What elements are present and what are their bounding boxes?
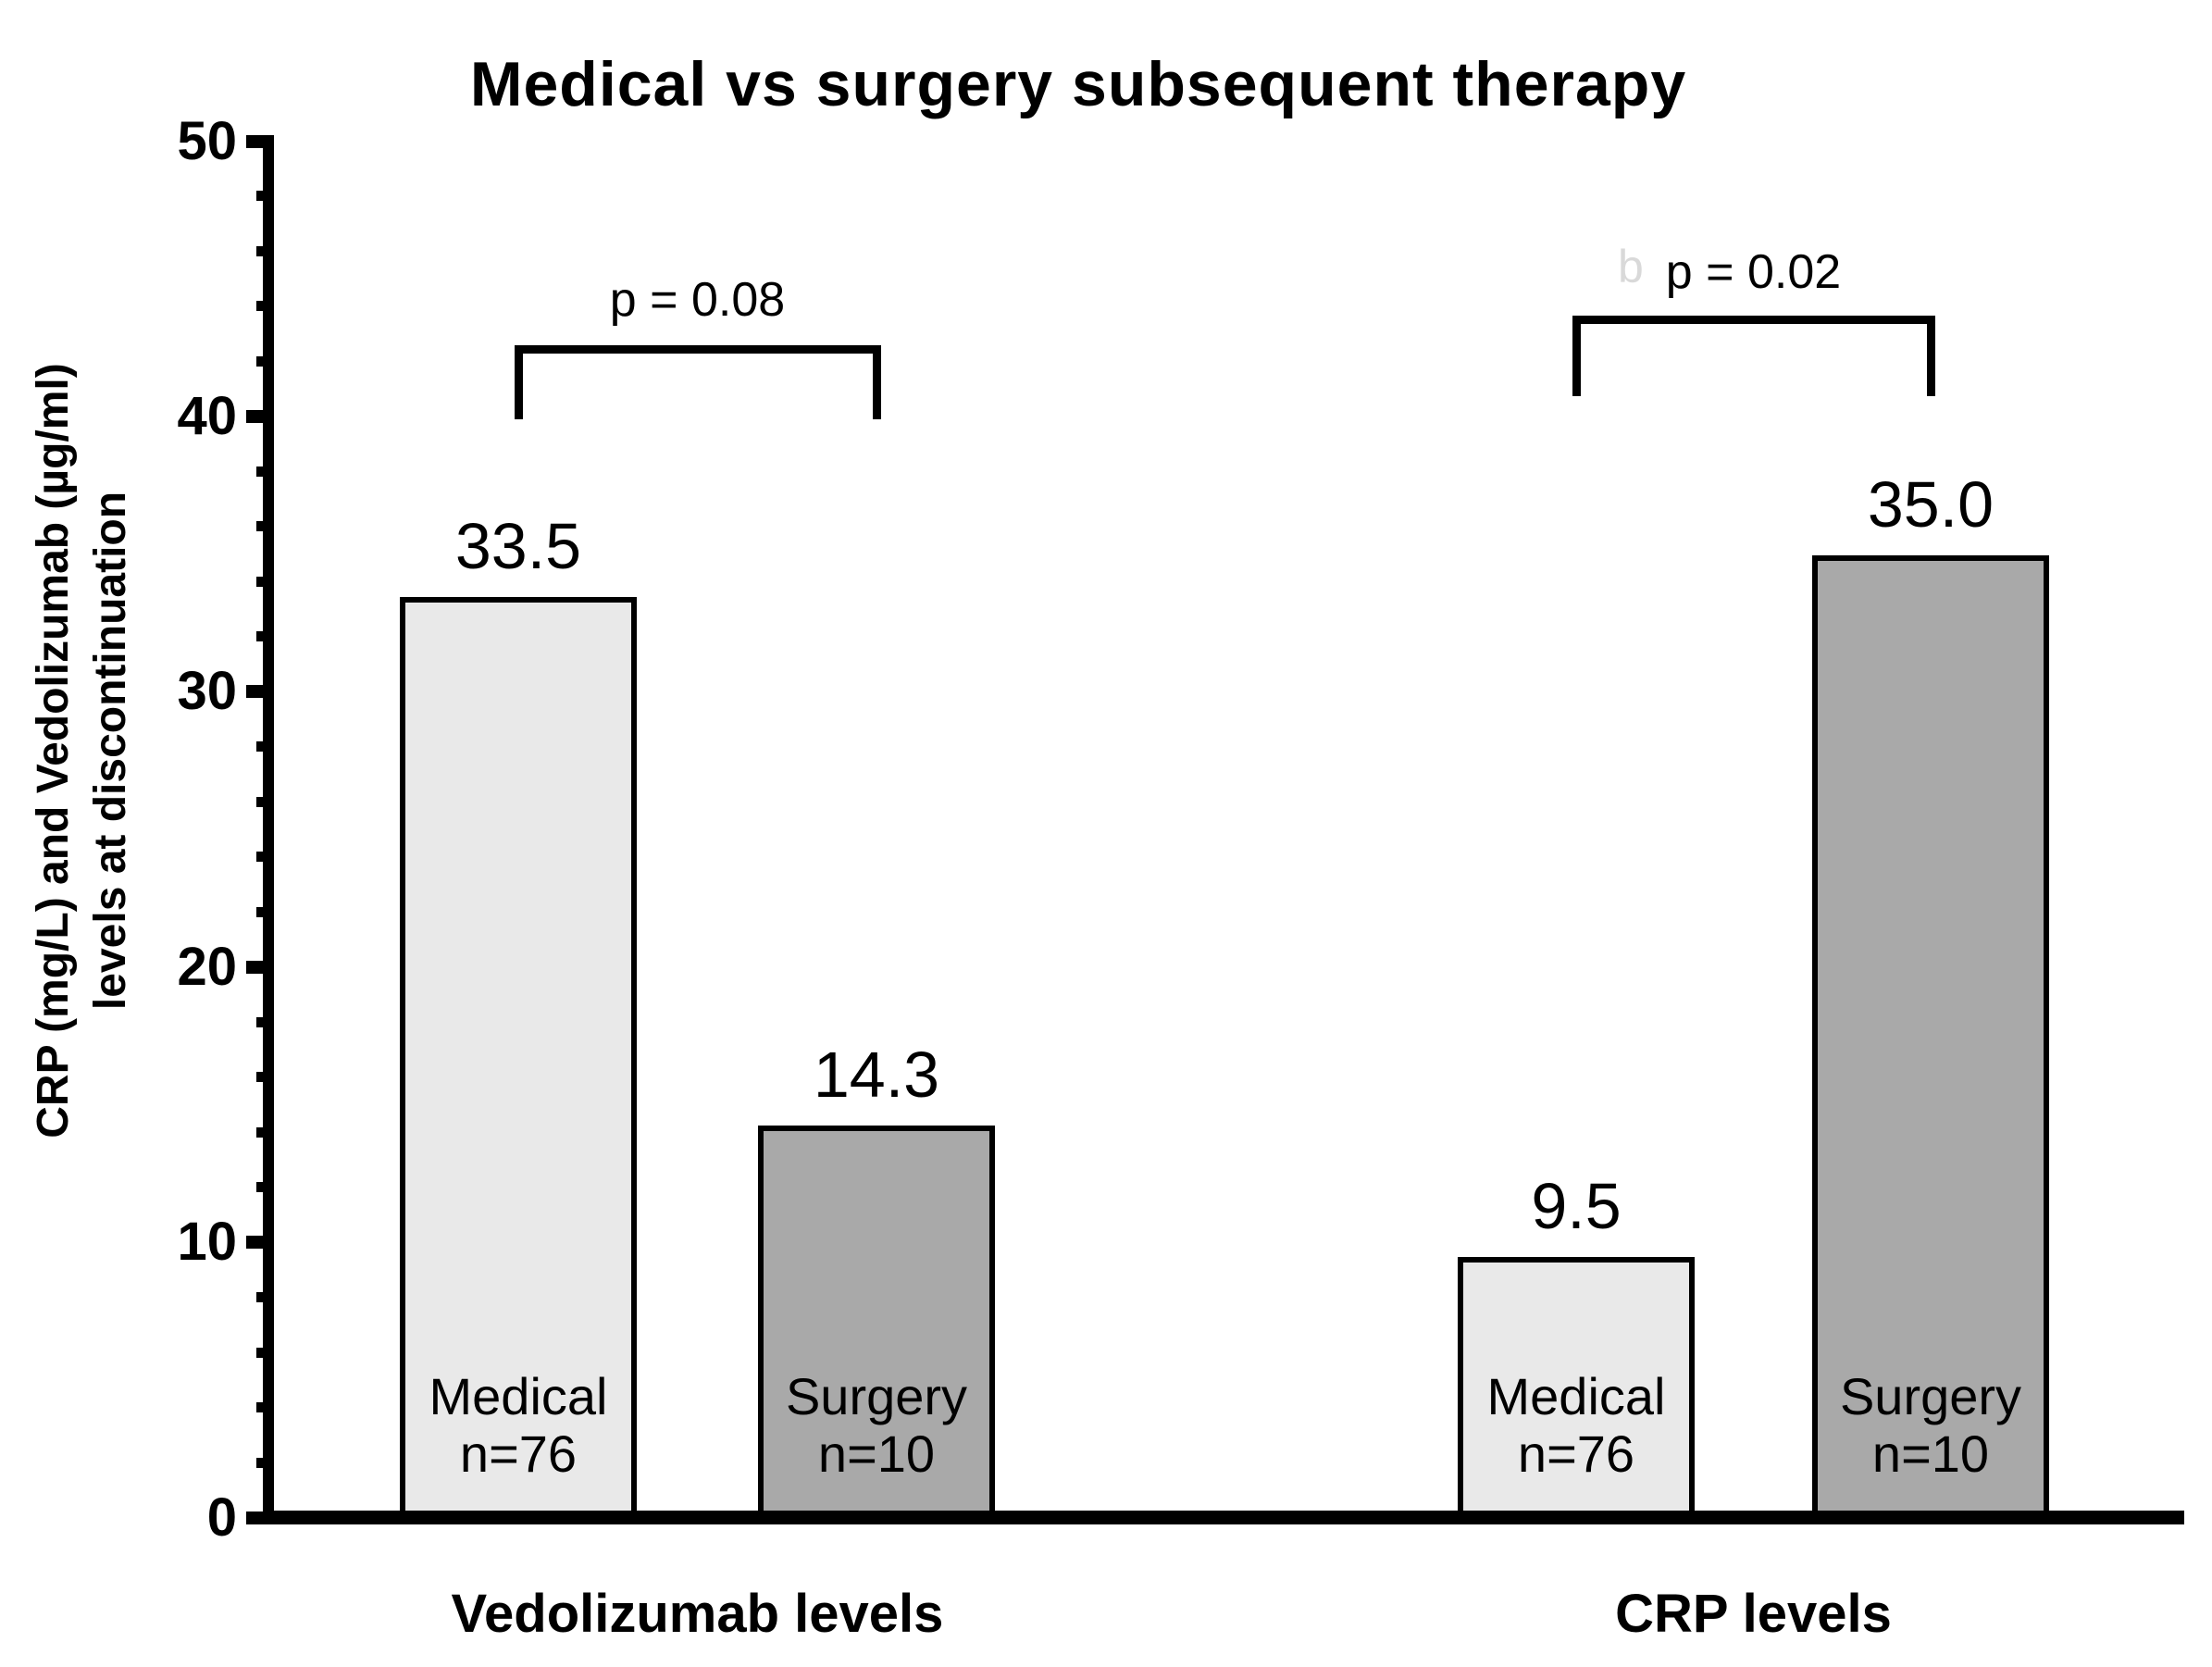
bar-value-label: 33.5 [454,509,582,582]
bar-inner-label-line2: n=10 [817,1424,936,1483]
bar-inner-label-line1: Medical [1486,1367,1666,1425]
bar-inner-label-line1: Surgery [785,1367,968,1425]
p-value-label: p = 0.02 [1665,245,1842,299]
y-axis-tick-label: 0 [206,1487,237,1548]
y-axis-tick-label: 50 [177,110,237,171]
x-axis-group-label: CRP levels [1615,1584,1892,1644]
faint-panel-letter: b [1618,241,1644,292]
bar-inner-label-line1: Surgery [1839,1367,2022,1425]
bar-value-label: 9.5 [1531,1170,1622,1243]
p-value-label: p = 0.08 [609,273,786,327]
bar-vedolizumab-surgery [758,1125,995,1519]
chart-title: Medical vs surgery subsequent therapy [469,49,1687,119]
bar-value-label: 35.0 [1867,468,1995,541]
bar-value-label: 14.3 [813,1038,940,1111]
bar-inner-label-line1: Medical [429,1367,608,1425]
bar-crp-medical [1458,1257,1695,1519]
significance-bracket [1572,316,1935,396]
y-axis-tick-label: 40 [177,385,237,446]
significance-bracket [515,345,881,419]
bar-inner-label-line2: n=76 [459,1424,578,1483]
bar-crp-surgery [1812,555,2049,1519]
x-axis-line [263,1511,2184,1524]
x-axis-group-label: Vedolizumab levels [451,1584,944,1644]
bar-vedolizumab-medical [400,596,637,1519]
y-axis-tick-label: 20 [177,936,237,997]
bar-inner-label-line2: n=10 [1871,1424,1990,1483]
bar-inner-label-line2: n=76 [1517,1424,1635,1483]
y-axis-label-line-1: CRP (mg/L) and Vedolizumab (µg/ml) [29,363,78,1138]
y-axis-line [263,135,274,1524]
y-axis-tick-label: 10 [177,1212,237,1273]
y-axis-tick-label: 30 [177,661,237,722]
